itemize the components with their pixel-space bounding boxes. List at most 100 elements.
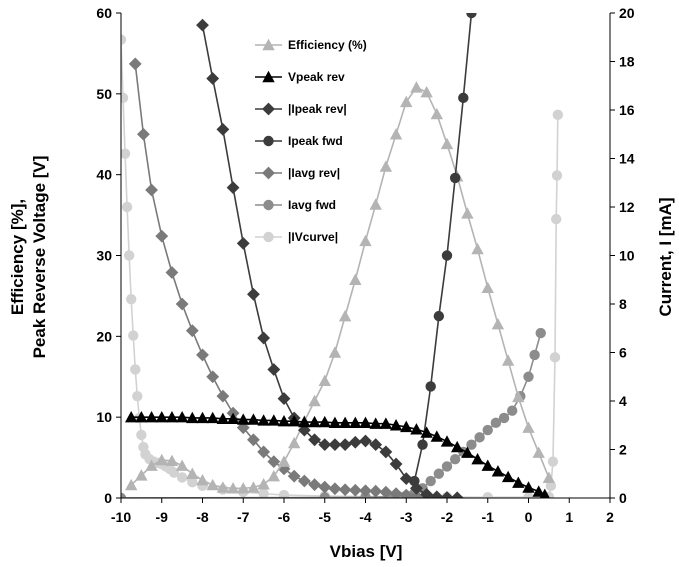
x-tick-label: -1	[482, 509, 495, 525]
vpeak-rev-point	[308, 415, 321, 428]
iavg-fwd-point	[449, 454, 461, 465]
efficiency-point	[287, 436, 301, 449]
x-tick-label: -8	[196, 509, 209, 525]
efficiency-point	[461, 207, 474, 219]
efficiency-point	[226, 482, 240, 494]
vpeak-rev-point	[359, 416, 372, 429]
ivcurve-point	[551, 170, 563, 181]
iavg-fwd-point	[507, 405, 518, 416]
iavg-fwd-point	[535, 327, 546, 339]
efficiency-point	[257, 478, 270, 490]
efficiency-point	[216, 481, 230, 493]
ivcurve-point	[125, 293, 137, 305]
vpeak-rev-point	[400, 420, 413, 433]
vpeak-rev-point	[389, 419, 403, 431]
efficiency-point	[369, 198, 382, 210]
ivcurve-point	[121, 34, 127, 45]
x-tick-label: 0	[525, 509, 533, 525]
efficiency-point	[318, 374, 331, 386]
legend-vpeak-rev-marker	[262, 70, 275, 83]
ipeak-rev-point	[196, 18, 209, 32]
iavg-rev-point	[318, 480, 332, 494]
y-right-tick-label: 20	[619, 5, 635, 21]
iavg-rev-point	[196, 348, 209, 362]
iavg-rev-point	[128, 57, 142, 71]
x-tick-label: -6	[278, 509, 291, 525]
y-right-tick-label: 12	[619, 199, 635, 215]
legend: Efficiency (%) Vpeak rev |Ipeak rev| Ipeak …	[255, 38, 367, 244]
iavg-rev-series	[128, 57, 434, 498]
legend-efficiency-label: Efficiency (%)	[288, 38, 367, 52]
y-right-tick-label: 18	[619, 54, 635, 70]
iavg-rev-point	[165, 266, 179, 279]
legend-efficiency-marker	[262, 38, 275, 51]
vpeak-rev-point	[440, 435, 454, 447]
ipeak-rev-point	[308, 433, 321, 447]
efficiency-point	[440, 137, 454, 150]
efficiency-point	[471, 242, 484, 255]
ivcurve-point	[278, 489, 290, 498]
ipeak-rev-point	[267, 363, 281, 376]
vpeak-rev-point	[532, 485, 545, 497]
x-tick-label: -5	[319, 509, 332, 525]
ipeak-fwd-point	[417, 439, 428, 450]
legend-ipeak-fwd-label: Ipeak fwd	[288, 134, 343, 148]
iavg-rev-point	[369, 484, 383, 498]
ivcurve-point	[549, 352, 561, 363]
efficiency-point	[135, 469, 148, 481]
ivcurve-point	[121, 92, 129, 104]
vpeak-rev-point	[145, 410, 158, 423]
iavg-rev-point	[399, 488, 413, 498]
efficiency-point	[145, 459, 158, 471]
series-layer	[121, 13, 564, 498]
efficiency-point	[186, 467, 199, 479]
ivcurve-point	[132, 390, 143, 402]
y-right-axis-title: Current, I [mA]	[656, 198, 675, 317]
efficiency-point	[237, 482, 250, 494]
vpeak-rev-point	[481, 459, 494, 471]
ipeak-rev-point	[450, 491, 464, 498]
vpeak-rev-point	[338, 416, 352, 429]
efficiency-point	[481, 281, 494, 294]
vpeak-rev-point	[267, 414, 281, 426]
y-right-tick-label: 16	[619, 102, 635, 118]
vpeak-rev-point	[237, 413, 250, 425]
efficiency-series	[124, 81, 556, 494]
vpeak-rev-point	[379, 417, 393, 429]
axes	[116, 12, 615, 503]
iavg-fwd-point	[425, 475, 436, 487]
vpeak-rev-point	[165, 410, 179, 423]
iavg-fwd-point	[490, 417, 502, 429]
iavg-fwd-point	[319, 492, 330, 498]
vpeak-rev-point	[522, 481, 535, 493]
iavg-fwd-point	[441, 461, 453, 472]
legend-ipeak-rev-label: |Ipeak rev|	[288, 102, 347, 116]
efficiency-point	[389, 128, 403, 140]
ivcurve-point	[121, 201, 133, 213]
ivcurve-point	[552, 109, 564, 121]
x-tick-label: -4	[359, 509, 372, 525]
iavg-fwd-point	[523, 371, 534, 382]
iavg-rev-point	[185, 324, 199, 338]
iavg-fwd-point	[121, 492, 127, 498]
vpeak-rev-point	[247, 413, 260, 425]
vpeak-rev-point	[287, 415, 301, 427]
iavg-rev-point	[328, 482, 342, 496]
iavg-fwd-point	[529, 349, 540, 361]
ipeak-rev-point	[348, 435, 362, 449]
ivcurve-point	[482, 492, 493, 498]
ivcurve-point	[130, 364, 141, 375]
iavg-rev-point	[379, 485, 393, 498]
ipeak-rev-point	[359, 434, 372, 448]
efficiency-point	[267, 469, 281, 482]
ipeak-rev-point	[420, 487, 434, 498]
efficiency-point	[308, 394, 321, 407]
ipeak-rev-point	[206, 72, 220, 85]
iavg-fwd-point	[474, 432, 485, 443]
iavg-rev-point	[155, 229, 169, 243]
ipeak-rev-point	[369, 438, 383, 452]
legend-vpeak-rev-label: Vpeak rev	[288, 70, 345, 84]
y-left-axis-title-line2: Peak Reverse Voltage [V]	[30, 156, 49, 359]
ipeak-rev-point	[399, 472, 413, 485]
ivcurve-point	[176, 472, 188, 483]
